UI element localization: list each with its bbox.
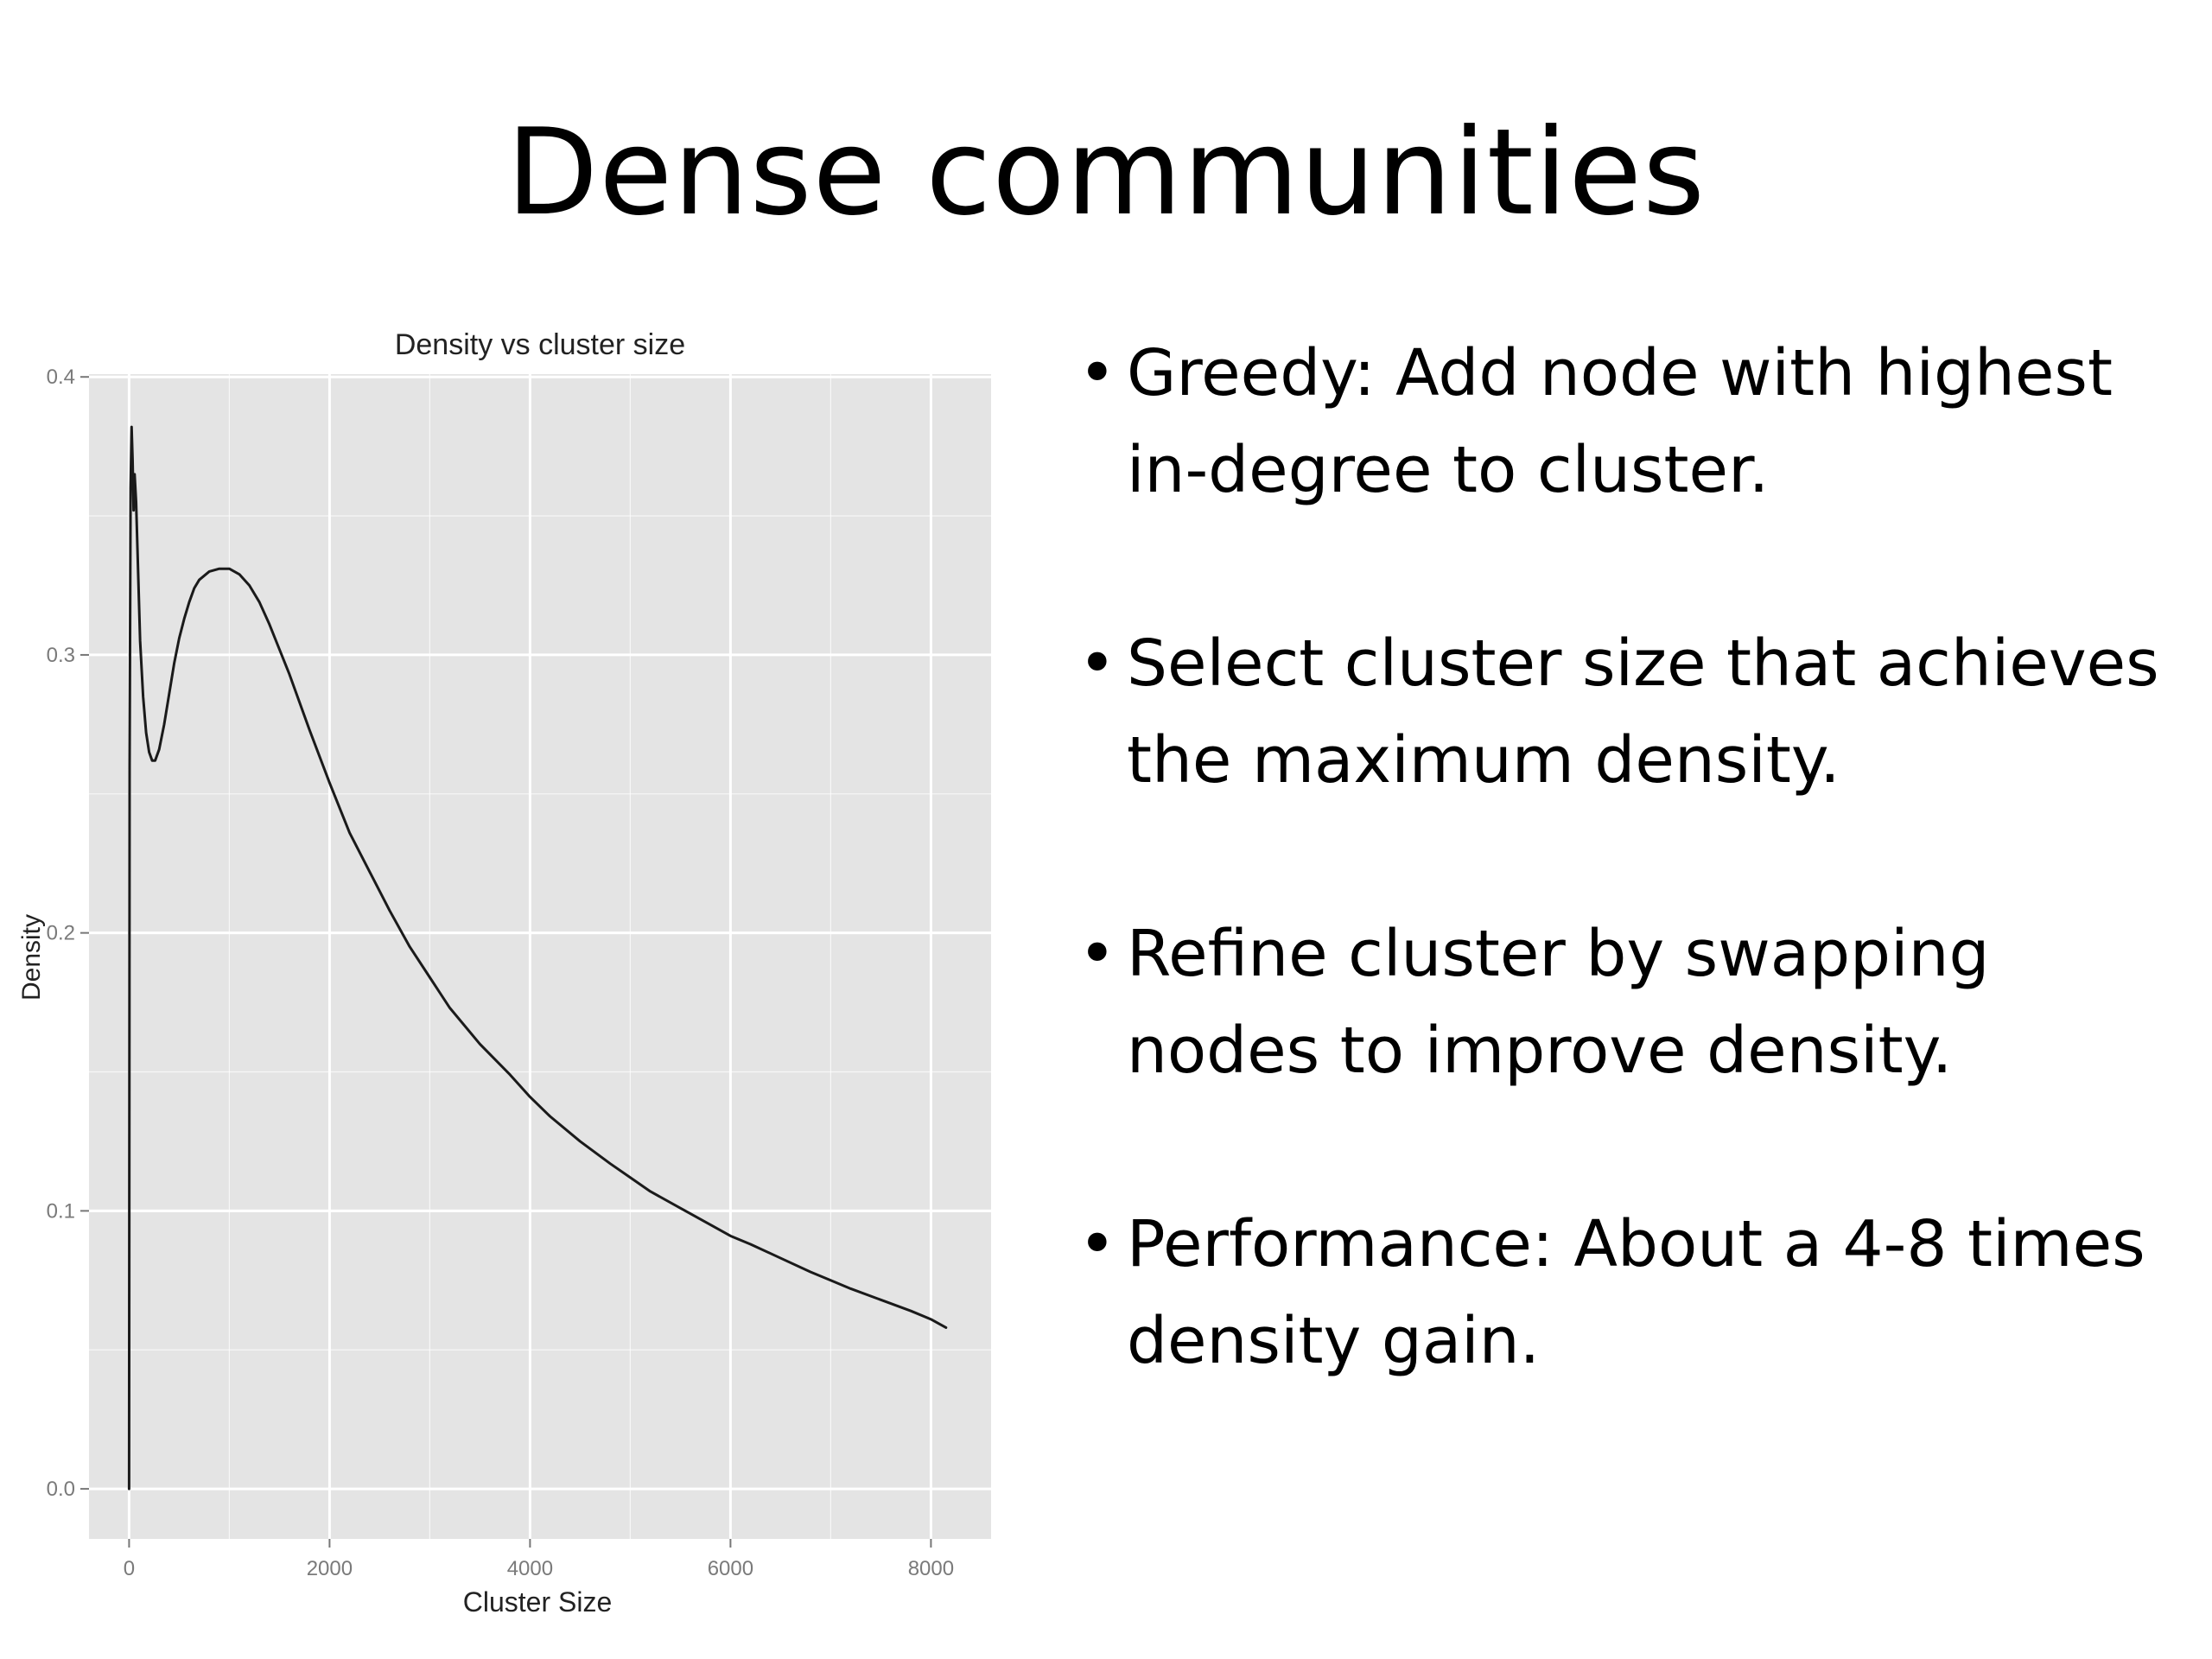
y-axis-label: Density xyxy=(17,914,46,1001)
bullet-dot: • xyxy=(1078,626,1116,701)
x-tick-label: 8000 xyxy=(908,1557,954,1580)
density-chart: 0.0 0.1 0.2 0.3 0.4 0 2000 4000 6000 8000 Densit… xyxy=(0,320,1002,1633)
slide-title: Dense communities xyxy=(506,103,1706,242)
x-tick-label: 6000 xyxy=(708,1557,753,1580)
bullet-dot: • xyxy=(1078,1207,1116,1281)
bullet-list: • Greedy: Add node with highest in-degre… xyxy=(1078,325,2193,1486)
y-axis-ticks: 0.0 0.1 0.2 0.3 0.4 xyxy=(47,365,89,1501)
bullet-dot: • xyxy=(1078,336,1116,410)
chart-svg: 0.0 0.1 0.2 0.3 0.4 0 2000 4000 6000 8000 Densit… xyxy=(17,328,991,1618)
y-tick-label: 0.2 xyxy=(47,922,75,945)
series-line-density xyxy=(127,425,948,1491)
x-tick-label: 4000 xyxy=(507,1557,553,1580)
bullet-item: • Performance: About a 4-8 times density… xyxy=(1078,1196,2193,1389)
chart-title: Density vs cluster size xyxy=(395,328,685,361)
major-grid xyxy=(89,374,991,1539)
minor-grid xyxy=(89,374,991,1539)
x-axis-ticks: 0 2000 4000 6000 8000 xyxy=(124,1539,954,1580)
bullet-item: • Select cluster size that achieves the … xyxy=(1078,615,2193,809)
bullet-item: • Greedy: Add node with highest in-degre… xyxy=(1078,325,2193,518)
bullet-text: Refine cluster by swapping nodes to impr… xyxy=(1127,917,1990,1088)
bullet-text: Select cluster size that achieves the ma… xyxy=(1127,626,2159,798)
x-axis-label: Cluster Size xyxy=(463,1586,613,1618)
chart-panel xyxy=(89,374,991,1539)
x-tick-label: 2000 xyxy=(307,1557,353,1580)
bullet-dot: • xyxy=(1078,917,1116,991)
y-tick-label: 0.1 xyxy=(47,1199,75,1223)
bullet-text: Greedy: Add node with highest in-degree … xyxy=(1127,336,2113,507)
bullet-text: Performance: About a 4-8 times density g… xyxy=(1127,1207,2145,1378)
x-tick-label: 0 xyxy=(124,1557,135,1580)
y-tick-label: 0.3 xyxy=(47,644,75,667)
bullet-item: • Refine cluster by swapping nodes to im… xyxy=(1078,906,2193,1099)
y-tick-label: 0.4 xyxy=(47,365,75,389)
y-tick-label: 0.0 xyxy=(47,1478,75,1501)
